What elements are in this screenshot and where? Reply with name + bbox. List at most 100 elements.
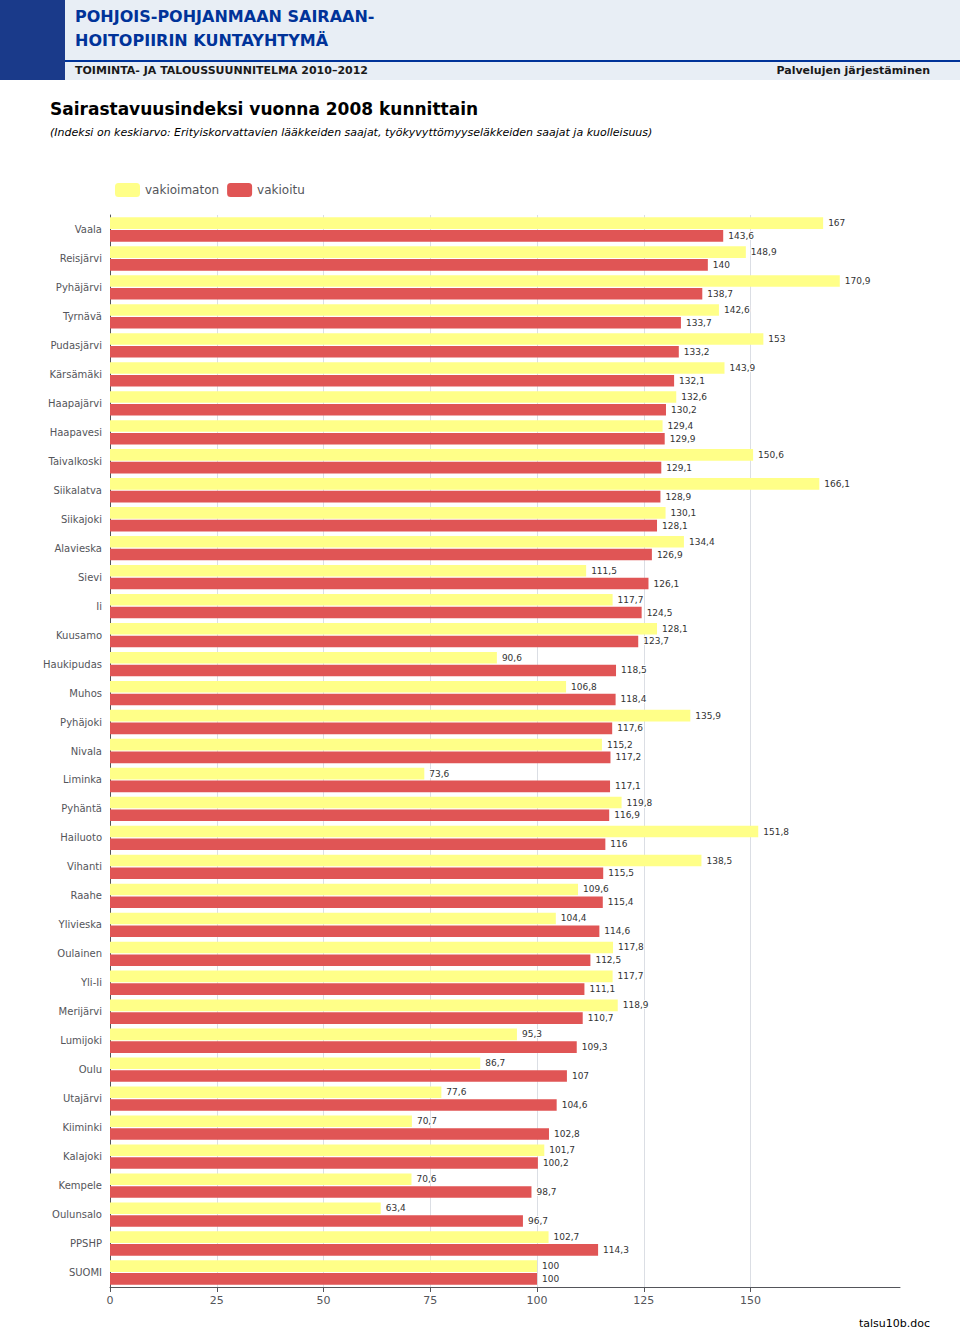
svg-text:96,7: 96,7 xyxy=(528,1216,548,1226)
svg-text:140: 140 xyxy=(713,260,730,270)
svg-text:118,9: 118,9 xyxy=(623,1000,649,1010)
svg-text:0: 0 xyxy=(107,1294,114,1307)
svg-text:116,9: 116,9 xyxy=(614,810,640,820)
svg-text:138,7: 138,7 xyxy=(707,289,733,299)
svg-text:143,6: 143,6 xyxy=(728,231,754,241)
svg-text:100: 100 xyxy=(542,1274,559,1284)
svg-text:118,4: 118,4 xyxy=(621,694,647,704)
svg-text:Oulu: Oulu xyxy=(79,1064,102,1075)
svg-text:106,8: 106,8 xyxy=(571,682,597,692)
svg-text:135,9: 135,9 xyxy=(695,711,721,721)
svg-text:Vaala: Vaala xyxy=(75,224,102,235)
svg-text:Alavieska: Alavieska xyxy=(54,543,102,554)
svg-text:70,6: 70,6 xyxy=(416,1174,436,1184)
svg-text:166,1: 166,1 xyxy=(824,479,850,489)
svg-text:128,9: 128,9 xyxy=(665,492,691,502)
svg-text:130,2: 130,2 xyxy=(671,405,697,415)
svg-text:Merijärvi: Merijärvi xyxy=(59,1006,102,1017)
svg-text:101,7: 101,7 xyxy=(549,1145,575,1155)
svg-text:Kärsämäki: Kärsämäki xyxy=(50,369,102,380)
svg-text:114,3: 114,3 xyxy=(603,1245,629,1255)
svg-text:Oulunsalo: Oulunsalo xyxy=(52,1209,102,1220)
svg-text:170,9: 170,9 xyxy=(845,276,871,286)
svg-text:117,7: 117,7 xyxy=(618,595,644,605)
svg-text:111,1: 111,1 xyxy=(589,984,615,994)
svg-text:115,5: 115,5 xyxy=(608,868,634,878)
svg-text:151,8: 151,8 xyxy=(763,827,789,837)
svg-text:Hailuoto: Hailuoto xyxy=(60,832,102,843)
svg-text:Sievi: Sievi xyxy=(78,572,102,583)
svg-text:Haukipudas: Haukipudas xyxy=(43,659,102,670)
svg-text:114,6: 114,6 xyxy=(604,926,630,936)
svg-text:Taivalkoski: Taivalkoski xyxy=(47,456,102,467)
svg-text:117,1: 117,1 xyxy=(615,781,641,791)
svg-text:118,5: 118,5 xyxy=(621,665,647,675)
svg-text:116: 116 xyxy=(610,839,627,849)
svg-text:133,7: 133,7 xyxy=(686,318,712,328)
svg-text:vakioitu: vakioitu xyxy=(257,183,305,197)
svg-text:142,6: 142,6 xyxy=(724,305,750,315)
svg-text:50: 50 xyxy=(317,1294,331,1307)
svg-text:115,4: 115,4 xyxy=(608,897,634,907)
svg-text:167: 167 xyxy=(828,218,845,228)
svg-text:25: 25 xyxy=(210,1294,224,1307)
svg-text:75: 75 xyxy=(423,1294,437,1307)
svg-text:126,9: 126,9 xyxy=(657,550,683,560)
svg-text:150,6: 150,6 xyxy=(758,450,784,460)
svg-text:Kiiminki: Kiiminki xyxy=(62,1122,102,1133)
svg-text:Kuusamo: Kuusamo xyxy=(56,630,102,641)
svg-text:TOIMINTA- JA TALOUSSUUNNITELMA: TOIMINTA- JA TALOUSSUUNNITELMA 2010–2012 xyxy=(75,64,368,77)
svg-text:143,9: 143,9 xyxy=(729,363,755,373)
svg-text:132,6: 132,6 xyxy=(681,392,707,402)
svg-text:Pudasjärvi: Pudasjärvi xyxy=(50,340,102,351)
svg-text:128,1: 128,1 xyxy=(662,624,688,634)
svg-text:Pyhäjärvi: Pyhäjärvi xyxy=(56,282,102,293)
svg-text:talsu10b.doc: talsu10b.doc xyxy=(859,1317,930,1330)
svg-text:Palvelujen järjestäminen: Palvelujen järjestäminen xyxy=(776,64,930,77)
svg-text:86,7: 86,7 xyxy=(485,1058,505,1068)
svg-text:132,1: 132,1 xyxy=(679,376,705,386)
svg-text:Reisjärvi: Reisjärvi xyxy=(60,253,102,264)
svg-text:Oulainen: Oulainen xyxy=(57,948,102,959)
svg-text:104,4: 104,4 xyxy=(561,913,587,923)
svg-text:Pyhäjoki: Pyhäjoki xyxy=(60,717,102,728)
svg-text:Muhos: Muhos xyxy=(69,688,102,699)
svg-text:Nivala: Nivala xyxy=(71,746,102,757)
svg-text:134,4: 134,4 xyxy=(689,537,715,547)
svg-text:107: 107 xyxy=(572,1071,589,1081)
svg-text:POHJOIS-POHJANMAAN SAIRAAN-: POHJOIS-POHJANMAAN SAIRAAN- xyxy=(75,7,374,26)
svg-text:Haapajärvi: Haapajärvi xyxy=(48,398,102,409)
svg-text:Tyrnävä: Tyrnävä xyxy=(62,311,102,322)
svg-text:HOITOPIIRIN KUNTAYHTYMÄ: HOITOPIIRIN KUNTAYHTYMÄ xyxy=(75,31,329,50)
svg-text:77,6: 77,6 xyxy=(446,1087,466,1097)
svg-text:126,1: 126,1 xyxy=(653,579,679,589)
svg-text:(Indeksi on keskiarvo: Erityis: (Indeksi on keskiarvo: Erityiskorvattavi… xyxy=(50,126,652,139)
svg-text:138,5: 138,5 xyxy=(706,856,732,866)
svg-text:117,7: 117,7 xyxy=(618,971,644,981)
svg-text:73,6: 73,6 xyxy=(429,769,449,779)
svg-text:70,7: 70,7 xyxy=(417,1116,437,1126)
svg-text:115,2: 115,2 xyxy=(607,740,633,750)
svg-text:128,1: 128,1 xyxy=(662,521,688,531)
svg-text:124,5: 124,5 xyxy=(647,608,673,618)
svg-text:vakioimaton: vakioimaton xyxy=(145,183,219,197)
svg-text:150: 150 xyxy=(740,1294,761,1307)
svg-text:Pyhäntä: Pyhäntä xyxy=(61,803,102,814)
svg-text:111,5: 111,5 xyxy=(591,566,617,576)
svg-text:153: 153 xyxy=(768,334,785,344)
svg-text:Kalajoki: Kalajoki xyxy=(63,1151,102,1162)
svg-text:102,8: 102,8 xyxy=(554,1129,580,1139)
svg-text:148,9: 148,9 xyxy=(751,247,777,257)
svg-text:98,7: 98,7 xyxy=(536,1187,556,1197)
svg-text:90,6: 90,6 xyxy=(502,653,522,663)
svg-text:PPSHP: PPSHP xyxy=(70,1238,102,1249)
svg-text:123,7: 123,7 xyxy=(643,636,669,646)
svg-text:100: 100 xyxy=(527,1294,548,1307)
svg-text:100: 100 xyxy=(542,1261,559,1271)
svg-text:125: 125 xyxy=(633,1294,654,1307)
svg-text:Yli-Ii: Yli-Ii xyxy=(80,977,102,988)
svg-text:63,4: 63,4 xyxy=(386,1203,406,1213)
svg-text:95,3: 95,3 xyxy=(522,1029,542,1039)
svg-text:104,6: 104,6 xyxy=(562,1100,588,1110)
svg-text:110,7: 110,7 xyxy=(588,1013,614,1023)
